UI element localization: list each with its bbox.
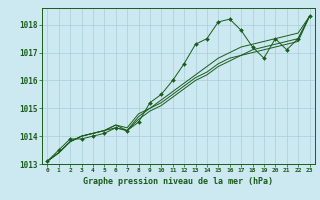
X-axis label: Graphe pression niveau de la mer (hPa): Graphe pression niveau de la mer (hPa) <box>84 177 273 186</box>
